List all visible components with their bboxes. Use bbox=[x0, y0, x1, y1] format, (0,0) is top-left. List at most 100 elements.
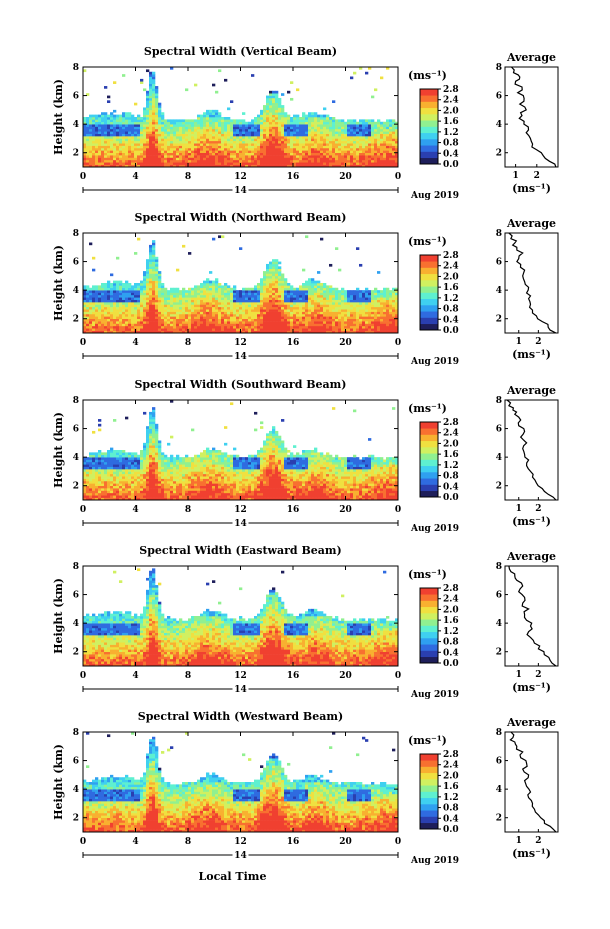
heatmap-cell bbox=[164, 145, 168, 149]
heatmap-cell bbox=[221, 309, 225, 312]
heatmap-cell bbox=[341, 330, 345, 334]
heatmap-cell bbox=[101, 152, 105, 156]
heatmap-cell bbox=[188, 325, 192, 329]
heatmap-cell bbox=[266, 306, 270, 310]
heatmap-cell bbox=[383, 323, 387, 327]
heatmap-cell bbox=[332, 304, 336, 308]
heatmap-cell bbox=[392, 140, 396, 144]
heatmap-cell bbox=[383, 143, 387, 146]
heatmap-cell bbox=[248, 152, 252, 156]
heatmap-cell bbox=[260, 136, 264, 139]
heatmap-cell bbox=[110, 119, 114, 123]
heatmap-cell bbox=[359, 162, 363, 165]
heatmap-cell bbox=[317, 283, 321, 286]
heatmap-cell bbox=[239, 290, 243, 293]
heatmap-cell bbox=[167, 131, 171, 134]
heatmap-cell bbox=[329, 290, 333, 293]
heatmap-cell bbox=[317, 147, 321, 151]
heatmap-cell bbox=[299, 325, 303, 329]
heatmap-cell bbox=[257, 321, 261, 324]
panel-1: Spectral Width (Northward Beam)2468Heigh… bbox=[52, 211, 559, 367]
heatmap-cell bbox=[137, 150, 141, 154]
heatmap-cell bbox=[332, 290, 336, 293]
heatmap-cell bbox=[83, 325, 87, 329]
heatmap-cell bbox=[182, 155, 186, 158]
heatmap-cell bbox=[89, 117, 93, 120]
heatmap-cell bbox=[98, 428, 102, 432]
heatmap-cell bbox=[176, 316, 180, 320]
heatmap-cell bbox=[317, 119, 321, 123]
heatmap-cell bbox=[128, 114, 132, 118]
heatmap-cell bbox=[248, 321, 252, 324]
heatmap-cell bbox=[137, 155, 141, 158]
heatmap-cell bbox=[350, 318, 354, 322]
heatmap-cell bbox=[119, 299, 123, 303]
heatmap-cell bbox=[248, 302, 252, 305]
heatmap-cell bbox=[269, 126, 273, 130]
heatmap-cell bbox=[224, 287, 228, 291]
heatmap-cell bbox=[326, 330, 330, 334]
heatmap-cell bbox=[143, 321, 147, 324]
heatmap-cell bbox=[254, 138, 258, 142]
heatmap-cell bbox=[323, 131, 327, 134]
heatmap-cell bbox=[254, 131, 258, 134]
heatmap-cell bbox=[158, 159, 162, 163]
heatmap-cell bbox=[257, 157, 261, 161]
heatmap-cell bbox=[122, 287, 126, 291]
heatmap-cell bbox=[152, 128, 156, 132]
heatmap-cell bbox=[368, 136, 372, 139]
heatmap-cell bbox=[125, 145, 129, 149]
heatmap-cell bbox=[116, 325, 120, 329]
heatmap-cell bbox=[278, 131, 282, 134]
heatmap-cell bbox=[146, 268, 150, 272]
heatmap-cell bbox=[353, 309, 357, 312]
heatmap-cell bbox=[296, 145, 300, 149]
heatmap-cell bbox=[320, 150, 324, 154]
heatmap-cell bbox=[128, 321, 132, 324]
heatmap-cell bbox=[248, 309, 252, 312]
heatmap-cell bbox=[182, 328, 186, 331]
heatmap-cell bbox=[128, 330, 132, 334]
heatmap-cell bbox=[182, 133, 186, 137]
heatmap-cell bbox=[362, 138, 366, 142]
heatmap-cell bbox=[308, 321, 312, 324]
heatmap-cell bbox=[362, 328, 366, 331]
heatmap-cell bbox=[92, 126, 96, 130]
heatmap-cell bbox=[284, 155, 288, 158]
heatmap-cell bbox=[167, 325, 171, 329]
heatmap-cell bbox=[278, 121, 282, 125]
heatmap-cell bbox=[302, 325, 306, 329]
heatmap-cell bbox=[272, 159, 276, 163]
heatmap-cell bbox=[290, 318, 294, 322]
heatmap-cell bbox=[134, 133, 138, 137]
heatmap-cell bbox=[197, 159, 201, 163]
heatmap-cell bbox=[248, 136, 252, 139]
heatmap-cell bbox=[98, 485, 102, 489]
heatmap-cell bbox=[155, 275, 159, 279]
heatmap-cell bbox=[347, 302, 351, 305]
heatmap-cell bbox=[308, 278, 312, 281]
heatmap-cell bbox=[215, 299, 219, 303]
heatmap-cell bbox=[101, 306, 105, 310]
heatmap-cell bbox=[89, 292, 93, 296]
heatmap-cell bbox=[116, 126, 120, 130]
heatmap-cell bbox=[239, 136, 243, 139]
heatmap-cell bbox=[254, 143, 258, 146]
heatmap-cell bbox=[266, 150, 270, 154]
heatmap-cell bbox=[221, 304, 225, 308]
heatmap-cell bbox=[191, 323, 195, 327]
heatmap-cell bbox=[305, 235, 309, 239]
heatmap-cell bbox=[143, 292, 147, 296]
heatmap-cell bbox=[101, 136, 105, 139]
heatmap-cell bbox=[272, 325, 276, 329]
heatmap-cell bbox=[380, 162, 384, 165]
heatmap-cell bbox=[266, 304, 270, 308]
heatmap-cell bbox=[197, 328, 201, 331]
heatmap-cell bbox=[320, 321, 324, 324]
heatmap-cell bbox=[224, 292, 228, 296]
heatmap-cell bbox=[146, 138, 150, 142]
avg-y-tick-label: 2 bbox=[496, 315, 502, 325]
heatmap-cell bbox=[215, 119, 219, 123]
heatmap-cell bbox=[320, 140, 324, 144]
heatmap-cell bbox=[125, 157, 129, 161]
